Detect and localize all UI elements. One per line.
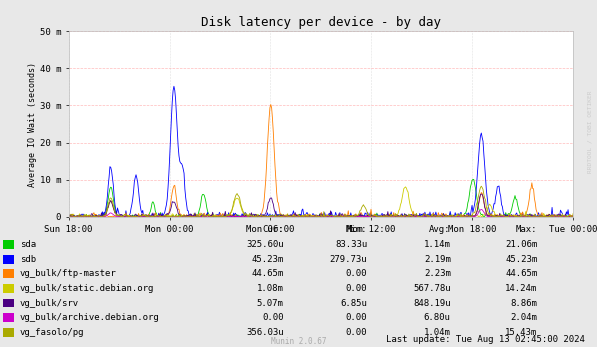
Text: 6.80u: 6.80u bbox=[424, 313, 451, 322]
Text: 21.06m: 21.06m bbox=[505, 240, 537, 249]
Text: 15.43m: 15.43m bbox=[505, 328, 537, 337]
Bar bbox=[3, 255, 14, 264]
Text: 0.00: 0.00 bbox=[346, 313, 367, 322]
Text: Max:: Max: bbox=[516, 225, 537, 234]
Text: 279.73u: 279.73u bbox=[330, 255, 367, 264]
Text: Min:: Min: bbox=[346, 225, 367, 234]
Text: vg_fasolo/pg: vg_fasolo/pg bbox=[20, 328, 84, 337]
Bar bbox=[3, 328, 14, 337]
Text: 0.00: 0.00 bbox=[262, 313, 284, 322]
Bar bbox=[3, 299, 14, 307]
Title: Disk latency per device - by day: Disk latency per device - by day bbox=[201, 16, 441, 29]
Text: 83.33u: 83.33u bbox=[335, 240, 367, 249]
Text: Last update: Tue Aug 13 02:45:00 2024: Last update: Tue Aug 13 02:45:00 2024 bbox=[386, 335, 585, 344]
Text: Cur:: Cur: bbox=[262, 225, 284, 234]
Bar bbox=[3, 284, 14, 293]
Text: 2.23m: 2.23m bbox=[424, 269, 451, 278]
Text: vg_bulk/static.debian.org: vg_bulk/static.debian.org bbox=[20, 284, 154, 293]
Text: 0.00: 0.00 bbox=[346, 328, 367, 337]
Text: 0.00: 0.00 bbox=[346, 269, 367, 278]
Text: sdb: sdb bbox=[20, 255, 36, 264]
Text: 14.24m: 14.24m bbox=[505, 284, 537, 293]
Text: sda: sda bbox=[20, 240, 36, 249]
Text: 44.65m: 44.65m bbox=[505, 269, 537, 278]
Text: 356.03u: 356.03u bbox=[246, 328, 284, 337]
Text: vg_bulk/ftp-master: vg_bulk/ftp-master bbox=[20, 269, 116, 278]
Y-axis label: Average IO Wait (seconds): Average IO Wait (seconds) bbox=[27, 61, 37, 187]
Text: 2.19m: 2.19m bbox=[424, 255, 451, 264]
Text: 1.08m: 1.08m bbox=[257, 284, 284, 293]
Text: 1.14m: 1.14m bbox=[424, 240, 451, 249]
Text: RRDTOOL / TOBI OETIKER: RRDTOOL / TOBI OETIKER bbox=[588, 91, 593, 173]
Text: 848.19u: 848.19u bbox=[413, 299, 451, 307]
Text: 44.65m: 44.65m bbox=[251, 269, 284, 278]
Text: 1.04m: 1.04m bbox=[424, 328, 451, 337]
Text: 45.23m: 45.23m bbox=[505, 255, 537, 264]
Bar bbox=[3, 240, 14, 249]
Text: Avg:: Avg: bbox=[429, 225, 451, 234]
Text: 0.00: 0.00 bbox=[346, 284, 367, 293]
Text: 6.85u: 6.85u bbox=[340, 299, 367, 307]
Bar bbox=[3, 270, 14, 278]
Text: vg_bulk/archive.debian.org: vg_bulk/archive.debian.org bbox=[20, 313, 159, 322]
Text: 325.60u: 325.60u bbox=[246, 240, 284, 249]
Bar bbox=[3, 313, 14, 322]
Text: 2.04m: 2.04m bbox=[510, 313, 537, 322]
Text: 567.78u: 567.78u bbox=[413, 284, 451, 293]
Text: 8.86m: 8.86m bbox=[510, 299, 537, 307]
Text: 45.23m: 45.23m bbox=[251, 255, 284, 264]
Text: Munin 2.0.67: Munin 2.0.67 bbox=[271, 337, 326, 346]
Text: vg_bulk/srv: vg_bulk/srv bbox=[20, 299, 79, 307]
Text: 5.07m: 5.07m bbox=[257, 299, 284, 307]
